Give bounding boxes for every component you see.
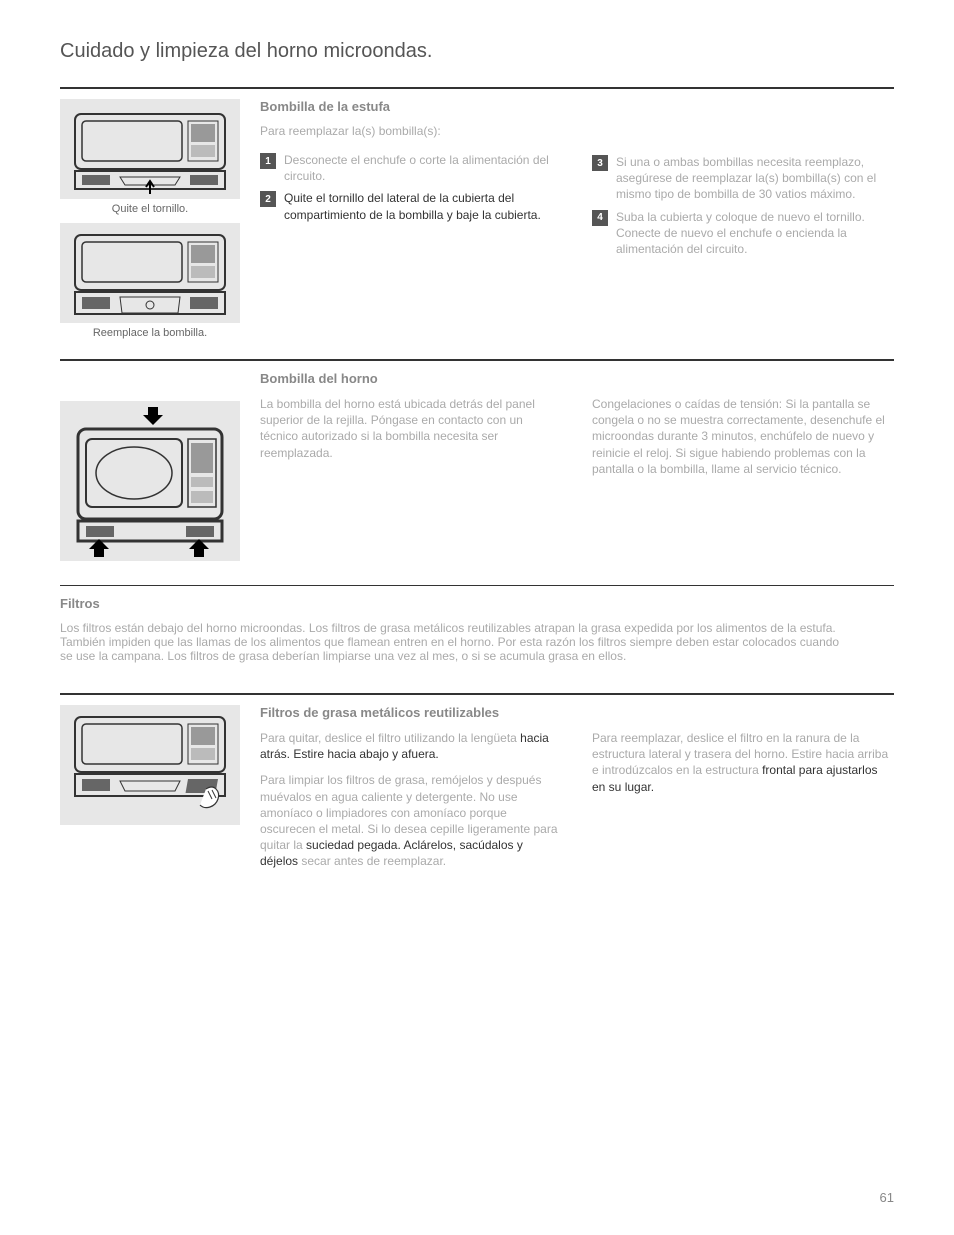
step-3: 3 Si una o ambas bombillas necesita reem…	[592, 154, 894, 203]
step-marker-icon: 4	[592, 210, 608, 226]
oven-bulb-text-1: La bombilla del horno está ubicada detrá…	[260, 396, 562, 477]
step-text: Quite el tornillo del lateral de la cubi…	[284, 190, 562, 222]
step-marker-icon: 3	[592, 155, 608, 171]
divider	[60, 359, 894, 361]
step-4: 4 Suba la cubierta y coloque de nuevo el…	[592, 209, 894, 258]
filters-remove: Para quitar, deslice el filtro utilizand…	[260, 730, 562, 762]
step-2: 2 Quite el tornillo del lateral de la cu…	[260, 190, 562, 222]
section-heading-filters: Filtros	[60, 596, 894, 611]
divider-thin	[60, 585, 894, 586]
bulb-intro: Para reemplazar la(s) bombilla(s):	[260, 124, 562, 138]
figure-microwave-replace-bulb	[60, 223, 240, 323]
section-heading-oven-bulb: Bombilla del horno	[260, 371, 894, 386]
figure-caption-1: Quite el tornillo.	[60, 203, 240, 215]
figure-microwave-remove-screw	[60, 99, 240, 199]
step-text: Si una o ambas bombillas necesita reempl…	[616, 154, 894, 203]
filters-replace: Para reemplazar, deslice el filtro en la…	[592, 730, 894, 795]
figure-remove-filter	[60, 705, 240, 825]
figure-oven-bulb-location	[60, 401, 240, 561]
oven-bulb-text-2: Congelaciones o caídas de tensión: Si la…	[592, 396, 894, 477]
step-text: Suba la cubierta y coloque de nuevo el t…	[616, 209, 894, 258]
filters-subheading: Filtros de grasa metálicos reutilizables	[260, 705, 894, 720]
filters-intro: Los filtros están debajo del horno micro…	[60, 621, 840, 663]
page-number: 61	[880, 1190, 894, 1205]
step-text: Desconecte el enchufe o corte la aliment…	[284, 152, 562, 184]
divider	[60, 87, 894, 89]
filters-clean: Para limpiar los filtros de grasa, remój…	[260, 772, 562, 869]
figure-caption-2: Reemplace la bombilla.	[60, 327, 240, 339]
section-filters: Filtros Los filtros están debajo del hor…	[60, 596, 894, 870]
divider	[60, 693, 894, 695]
section-stove-bulb: Quite el tornillo. Ree	[60, 99, 894, 339]
section-heading-bulb: Bombilla de la estufa	[260, 99, 894, 114]
step-marker-icon: 2	[260, 191, 276, 207]
page-title: Cuidado y limpieza del horno microondas.	[60, 40, 894, 63]
step-marker-icon: 1	[260, 153, 276, 169]
step-1: 1 Desconecte el enchufe o corte la alime…	[260, 152, 562, 184]
section-oven-bulb: Bombilla del horno La bombilla del horno…	[60, 371, 894, 565]
